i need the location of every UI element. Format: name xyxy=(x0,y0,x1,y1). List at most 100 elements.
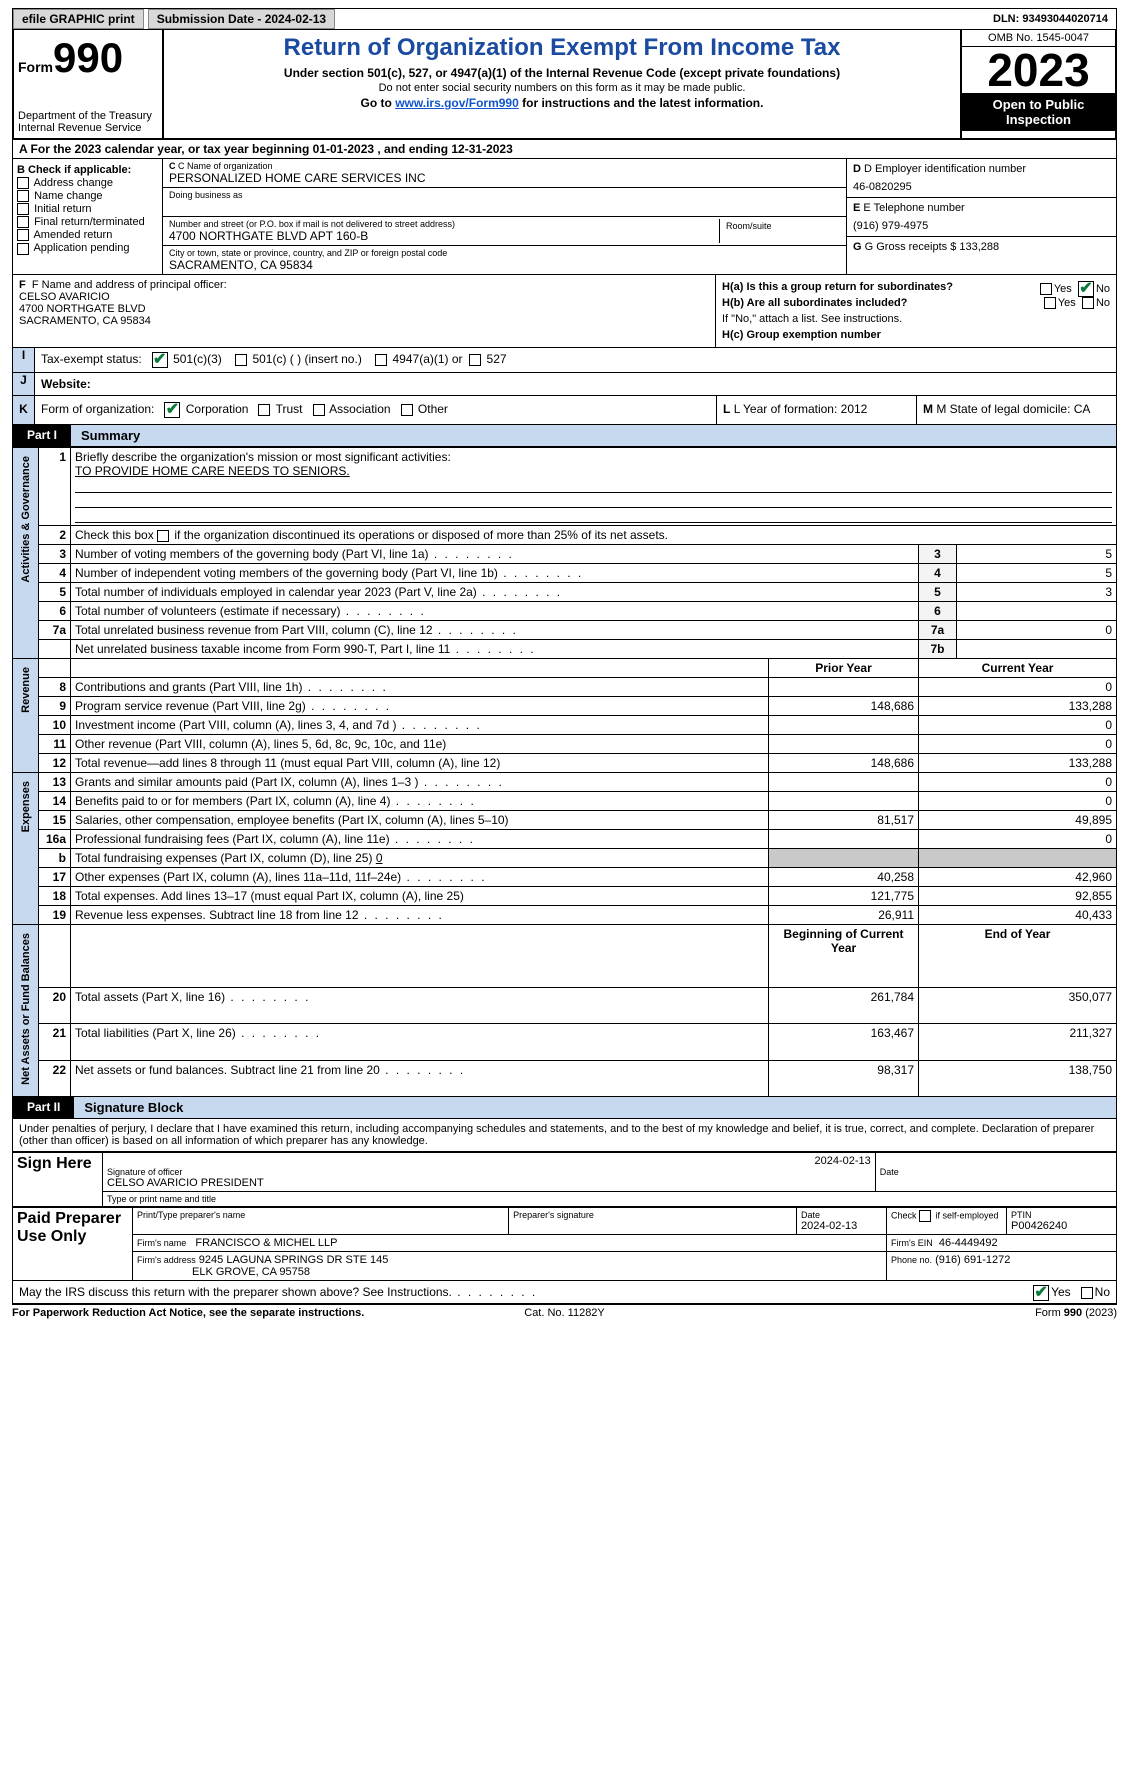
checkbox-ha-yes[interactable] xyxy=(1040,283,1052,295)
firm-address: 9245 LAGUNA SPRINGS DR STE 145 xyxy=(199,1254,389,1266)
line5-val: 3 xyxy=(957,583,1117,602)
row-j: J Website: xyxy=(12,373,1117,396)
efile-print-button[interactable]: efile GRAPHIC print xyxy=(13,9,144,29)
irs-label: Internal Revenue Service xyxy=(18,122,158,134)
tab-revenue: Revenue xyxy=(20,661,32,719)
box-b: B Check if applicable: Address change Na… xyxy=(13,159,163,274)
tab-expenses: Expenses xyxy=(20,775,32,838)
line17: Other expenses (Part IX, column (A), lin… xyxy=(71,868,769,887)
officer-name: CELSO AVARICIO xyxy=(19,291,709,303)
gross-receipts: G G Gross receipts $ 133,288 xyxy=(853,241,1110,253)
box-f: F F Name and address of principal office… xyxy=(13,275,716,347)
irs-link[interactable]: www.irs.gov/Form990 xyxy=(395,96,519,110)
dba-label: Doing business as xyxy=(169,190,840,200)
line6-val xyxy=(957,602,1117,621)
checkbox-discuss-yes[interactable]: ✔ xyxy=(1033,1285,1049,1301)
line7a: Total unrelated business revenue from Pa… xyxy=(71,621,919,640)
line14: Benefits paid to or for members (Part IX… xyxy=(71,792,769,811)
checkbox-assoc[interactable] xyxy=(313,404,325,416)
checkbox-501c3[interactable]: ✔ xyxy=(152,352,168,368)
line19: Revenue less expenses. Subtract line 18 … xyxy=(71,906,769,925)
header-middle: Return of Organization Exempt From Incom… xyxy=(164,30,960,138)
firm-phone: (916) 691-1272 xyxy=(935,1254,1010,1266)
address-label: Number and street (or P.O. box if mail i… xyxy=(169,219,719,229)
checkbox-discuss-no[interactable] xyxy=(1081,1287,1093,1299)
checkbox-amended[interactable] xyxy=(17,229,29,241)
sign-here-label: Sign Here xyxy=(13,1152,103,1206)
officer-addr2: SACRAMENTO, CA 95834 xyxy=(19,315,709,327)
line11: Other revenue (Part VIII, column (A), li… xyxy=(71,735,769,754)
form-note: Do not enter social security numbers on … xyxy=(168,82,956,94)
checkbox-line2[interactable] xyxy=(157,530,169,542)
header-right: OMB No. 1545-0047 2023 Open to PublicIns… xyxy=(960,30,1115,138)
checkbox-final-return[interactable] xyxy=(17,216,29,228)
form-990-page: efile GRAPHIC print Submission Date - 20… xyxy=(0,0,1129,1327)
part-ii-title: Signature Block xyxy=(74,1097,1116,1118)
tab-netassets: Net Assets or Fund Balances xyxy=(20,927,32,1091)
street-address: 4700 NORTHGATE BLVD APT 160-B xyxy=(169,229,719,243)
page-footer: For Paperwork Reduction Act Notice, see … xyxy=(12,1304,1117,1319)
hb-note: If "No," attach a list. See instructions… xyxy=(722,311,1110,327)
line16b: Total fundraising expenses (Part IX, col… xyxy=(71,849,769,868)
top-toolbar: efile GRAPHIC print Submission Date - 20… xyxy=(12,8,1117,30)
checkbox-ha-no[interactable]: ✔ xyxy=(1078,281,1094,297)
line15: Salaries, other compensation, employee b… xyxy=(71,811,769,830)
checkbox-initial-return[interactable] xyxy=(17,203,29,215)
tax-year: 2023 xyxy=(962,47,1115,93)
header-left: Form990 Department of the Treasury Inter… xyxy=(14,30,164,138)
ptin: P00426240 xyxy=(1011,1220,1112,1232)
line3: Number of voting members of the governin… xyxy=(71,545,919,564)
section-fh: F F Name and address of principal office… xyxy=(12,275,1117,348)
checkbox-name-change[interactable] xyxy=(17,190,29,202)
phone-label: E E Telephone number xyxy=(853,202,1110,214)
section-bc: B Check if applicable: Address change Na… xyxy=(12,159,1117,275)
line18: Total expenses. Add lines 13–17 (must eq… xyxy=(71,887,769,906)
ein-value: 46-0820295 xyxy=(853,181,1110,193)
part-ii-num: Part II xyxy=(13,1097,74,1118)
box-c: C C Name of organization PERSONALIZED HO… xyxy=(163,159,846,274)
checkbox-corp[interactable]: ✔ xyxy=(164,402,180,418)
open-inspection: Open to PublicInspection xyxy=(962,93,1115,131)
line10: Investment income (Part VIII, column (A)… xyxy=(71,716,769,735)
checkbox-self-employed[interactable] xyxy=(919,1210,931,1222)
tab-activities: Activities & Governance xyxy=(20,450,32,589)
line3-val: 5 xyxy=(957,545,1117,564)
checkbox-other[interactable] xyxy=(401,404,413,416)
line8: Contributions and grants (Part VIII, lin… xyxy=(71,678,769,697)
ein-label: D D Employer identification number xyxy=(853,163,1110,175)
checkbox-hb-yes[interactable] xyxy=(1044,297,1056,309)
checkbox-501c[interactable] xyxy=(235,354,247,366)
line1-mission: TO PROVIDE HOME CARE NEEDS TO SENIORS. xyxy=(75,464,350,478)
beg-year-hdr: Beginning of Current Year xyxy=(769,925,919,988)
preparer-table: Paid Preparer Use Only Print/Type prepar… xyxy=(12,1207,1117,1281)
form-footer: Form 990 (2023) xyxy=(605,1307,1117,1319)
checkbox-527[interactable] xyxy=(469,354,481,366)
checkbox-app-pending[interactable] xyxy=(17,243,29,255)
checkbox-4947[interactable] xyxy=(375,354,387,366)
line4: Number of independent voting members of … xyxy=(71,564,919,583)
line4-val: 5 xyxy=(957,564,1117,583)
discuss-row: May the IRS discuss this return with the… xyxy=(12,1281,1117,1304)
paid-preparer-label: Paid Preparer Use Only xyxy=(13,1207,133,1280)
checkbox-address-change[interactable] xyxy=(17,177,29,189)
dln: DLN: 93493044020714 xyxy=(985,11,1116,27)
line12: Total revenue—add lines 8 through 11 (mu… xyxy=(71,754,769,773)
firm-ein: 46-4449492 xyxy=(939,1237,998,1249)
row-a-tax-year: A For the 2023 calendar year, or tax yea… xyxy=(12,140,1117,159)
cat-no: Cat. No. 11282Y xyxy=(524,1307,605,1319)
checkbox-hb-no[interactable] xyxy=(1082,297,1094,309)
submission-date: Submission Date - 2024-02-13 xyxy=(148,9,335,29)
line20: Total assets (Part X, line 16) xyxy=(71,987,769,1023)
city-label: City or town, state or province, country… xyxy=(169,248,840,258)
perjury-declaration: Under penalties of perjury, I declare th… xyxy=(12,1119,1117,1152)
dept-treasury: Department of the Treasury xyxy=(18,110,158,122)
line9: Program service revenue (Part VIII, line… xyxy=(71,697,769,716)
line16a: Professional fundraising fees (Part IX, … xyxy=(71,830,769,849)
form-link-line: Go to www.irs.gov/Form990 for instructio… xyxy=(168,96,956,110)
box-h: H(a) Is this a group return for subordin… xyxy=(716,275,1116,347)
sig-date-label: Date xyxy=(880,1167,1112,1177)
checkbox-trust[interactable] xyxy=(258,404,270,416)
line7a-val: 0 xyxy=(957,621,1117,640)
org-name: PERSONALIZED HOME CARE SERVICES INC xyxy=(169,171,840,185)
paperwork-notice: For Paperwork Reduction Act Notice, see … xyxy=(12,1307,524,1319)
